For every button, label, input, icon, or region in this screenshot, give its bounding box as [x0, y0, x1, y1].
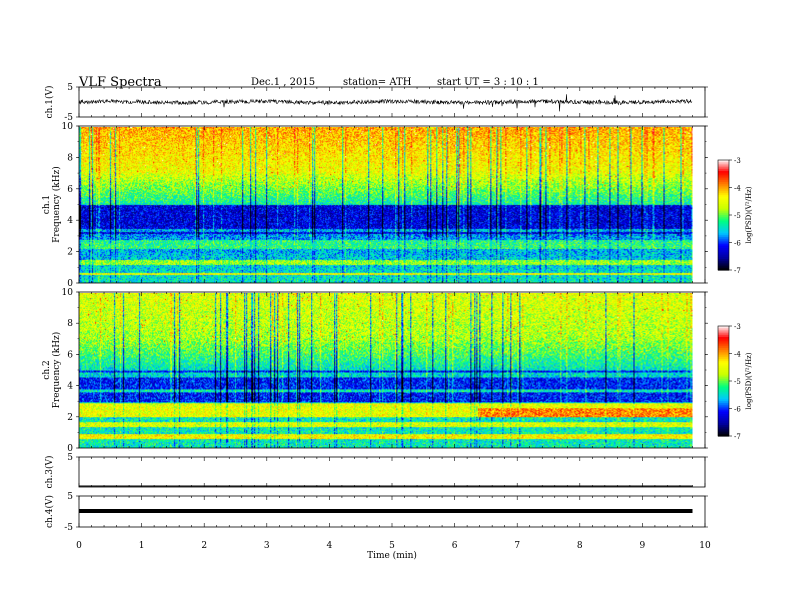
ch4-waveform-panel — [76, 495, 708, 528]
ch1-waveform-ytick: 5 — [67, 83, 73, 93]
ch1-spectrogram-ytick: 8 — [67, 153, 73, 163]
ch2-colorbar-tick: -5 — [734, 378, 741, 386]
ch1-colorbar — [717, 159, 732, 271]
ch2-spectrogram-panel — [76, 291, 708, 449]
ch1-colorbar-tick: -7 — [734, 267, 741, 275]
ch2-colorbar-tick: -7 — [734, 433, 741, 441]
x-tick-label: 4 — [327, 541, 333, 551]
ch2-colorbar — [717, 325, 732, 437]
ch1-waveform-ylabel: ch.1(V) — [44, 86, 55, 119]
station-label: station= ATH — [343, 77, 412, 88]
ch2-spectrogram-ytick: 0 — [67, 444, 73, 454]
ch4-waveform-ytick: 5 — [67, 492, 73, 502]
ch1-spectrogram-image — [79, 127, 693, 283]
x-tick-label: 9 — [640, 541, 646, 551]
ch2-spectrogram-image — [79, 293, 693, 448]
start-ut-label: start UT = 3 : 10 : 1 — [437, 77, 539, 88]
ch1-trace — [78, 94, 693, 112]
ch1-spectrogram-ytick: 6 — [67, 185, 73, 195]
x-tick-label: 2 — [201, 541, 207, 551]
x-tick-label: 3 — [264, 541, 270, 551]
ch2-spectrogram-ytick: 10 — [62, 288, 74, 298]
ch1-spectrogram-ytick: 0 — [67, 279, 73, 289]
x-tick-label: 1 — [139, 541, 145, 551]
ch3-waveform-ylabel: ch.3(V) — [44, 456, 55, 489]
ch2-spectrogram-ylabel: ch.2 — [42, 360, 52, 379]
x-tick-label: 5 — [389, 541, 395, 551]
ch2-spectrogram-ylabel: Frequency (kHz) — [51, 332, 62, 409]
ch1-colorbar-label: log(PSD)(V²/Hz) — [745, 186, 753, 243]
ch2-spectrogram-ytick: 4 — [67, 382, 73, 392]
ch4-trace — [79, 509, 693, 513]
ch1-spectrogram-ytick: 2 — [67, 248, 73, 258]
x-tick-label: 6 — [452, 541, 458, 551]
ch1-waveform-panel — [76, 86, 708, 118]
x-tick-label: 0 — [76, 541, 82, 551]
ch1-colorbar-tick: -4 — [734, 185, 741, 193]
ch2-spectrogram-ytick: 8 — [67, 319, 73, 329]
ch2-colorbar-label: log(PSD)(V²/Hz) — [745, 352, 753, 409]
ch1-waveform-ytick: -5 — [64, 113, 73, 123]
ch4-waveform-ytick: -5 — [64, 523, 73, 533]
ch2-colorbar-tick: -6 — [734, 406, 741, 414]
x-tick-label: 8 — [577, 541, 583, 551]
x-tick-label: 10 — [699, 541, 711, 551]
ch2-colorbar-tick: -4 — [734, 351, 741, 359]
x-tick-label: 7 — [514, 541, 520, 551]
ch1-spectrogram-ytick: 10 — [62, 122, 74, 132]
x-axis-label: Time (min) — [367, 550, 417, 561]
ch2-spectrogram-ytick: 6 — [67, 350, 73, 360]
date-label: Dec.1 , 2015 — [251, 77, 316, 88]
ch3-waveform-panel — [76, 456, 708, 488]
ch3-waveform-frame — [78, 456, 706, 488]
ch4-waveform-ylabel: ch.4(V) — [44, 495, 55, 528]
ch3-waveform-ytick: 5 — [67, 453, 73, 463]
ch1-colorbar-tick: -6 — [734, 240, 741, 248]
ch1-spectrogram-panel — [76, 125, 708, 284]
ch2-colorbar-tick: -3 — [734, 323, 741, 331]
ch1-colorbar-tick: -3 — [734, 157, 741, 165]
ch1-spectrogram-ylabel: Frequency (kHz) — [51, 166, 62, 243]
chart-title: VLF Spectra — [79, 75, 162, 90]
ch1-colorbar-tick: -5 — [734, 212, 741, 220]
ch2-spectrogram-ytick: 2 — [67, 413, 73, 423]
ch1-spectrogram-ylabel: ch.1 — [42, 195, 52, 214]
ch1-spectrogram-ytick: 4 — [67, 216, 73, 226]
